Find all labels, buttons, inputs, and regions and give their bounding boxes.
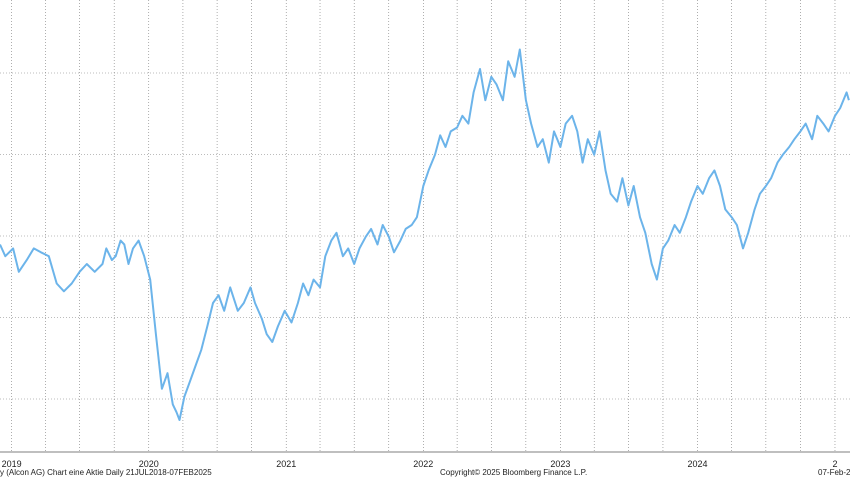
- footer-source-caption: y (Alcon AG) Chart eine Aktie Daily 21JU…: [0, 468, 212, 477]
- price-series-line: [0, 48, 850, 421]
- x-tick-label: 2022: [413, 459, 433, 469]
- x-tick-label: 2024: [687, 459, 707, 469]
- x-tick-label: 2020: [139, 459, 159, 469]
- x-axis: 2019 2020 2021 2022 2023 2024 2: [0, 451, 850, 469]
- x-tick-label: 2021: [276, 459, 296, 469]
- footer-copyright: Copyright© 2025 Bloomberg Finance L.P.: [440, 468, 588, 477]
- x-tick-label: 2: [832, 459, 837, 469]
- x-tick-label: 2023: [550, 459, 570, 469]
- footer-end-date: 07-Feb-2(: [818, 468, 850, 477]
- series-layer: [0, 48, 850, 421]
- x-tick-label: 2019: [2, 459, 22, 469]
- grid-layer: [0, 0, 850, 452]
